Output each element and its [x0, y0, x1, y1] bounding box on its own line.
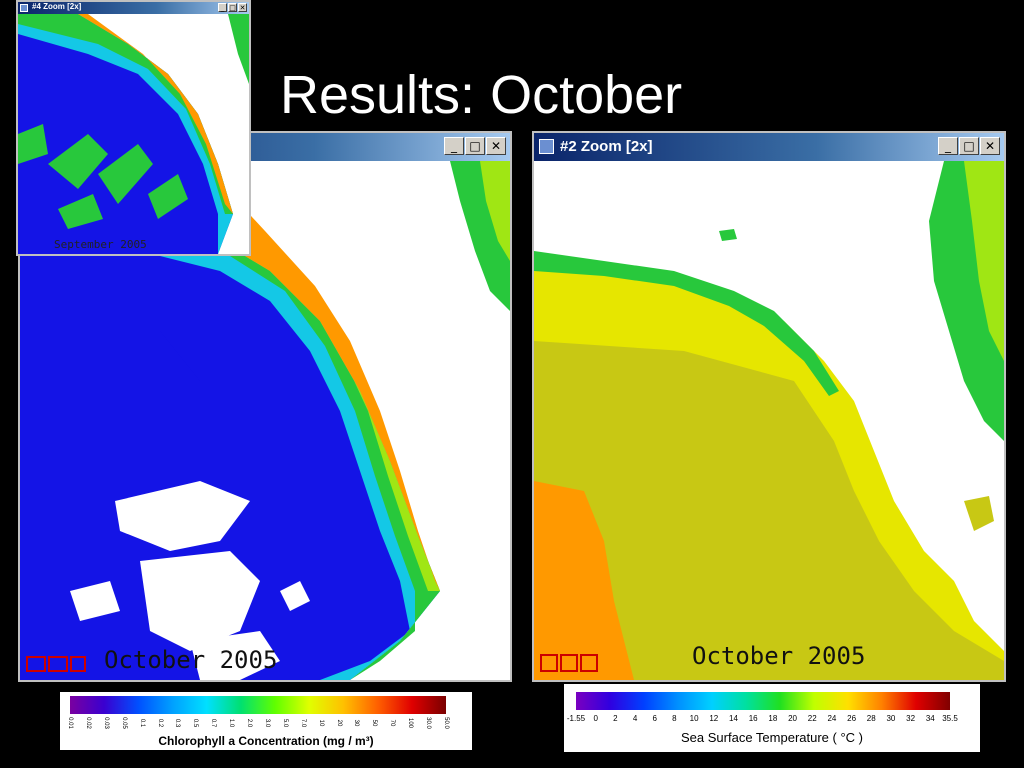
sst-map[interactable]: October 2005 [534, 161, 1004, 680]
legend-tick-label: 35.5 [942, 714, 958, 723]
crosshair-icon[interactable] [48, 656, 68, 672]
legend-tick-label: 0.5 [192, 718, 199, 728]
crosshair-icon[interactable] [560, 654, 578, 672]
legend-tick-label: 18 [768, 714, 778, 723]
legend-tick-label: 10 [689, 714, 699, 723]
legend-tick-label: 24 [827, 714, 837, 723]
legend-tick-label: 7.0 [299, 718, 306, 728]
legend-tick-label: 70 [389, 719, 396, 727]
legend-tick-label: 8 [672, 714, 677, 723]
window-app-icon [539, 139, 554, 154]
legend-tick-label: 0 [593, 714, 598, 723]
legend-tick-label: 26 [847, 714, 857, 723]
sst-legend: -1.55 0 2 4 6 8 10 12 14 16 18 20 22 24 26 28 30 32 34 35.5… [564, 684, 980, 752]
legend-tick-label: 2 [613, 714, 618, 723]
legend-tick-label: 30.0 [425, 717, 432, 729]
sst-window-title: #2 Zoom [2x] [560, 138, 653, 155]
sst-legend-caption: Sea Surface Temperature ( °C ) [681, 730, 863, 745]
legend-tick-label: 0.01 [67, 717, 73, 729]
legend-tick-label: 4 [632, 714, 638, 723]
minimize-button[interactable]: _ [444, 137, 464, 155]
maximize-button[interactable]: □ [465, 137, 485, 155]
legend-tick-label: 2.0 [246, 718, 253, 728]
inset-map-date: September 2005 [54, 238, 147, 251]
legend-tick-label: 0.03 [102, 717, 109, 729]
legend-tick-label: 0.2 [156, 718, 163, 728]
legend-tick-label: 6 [652, 714, 657, 723]
inset-map[interactable]: September 2005 [18, 14, 249, 254]
legend-tick-label: 0.1 [138, 718, 145, 728]
legend-tick-label: 22 [807, 714, 817, 723]
chlorophyll-legend: 0.01 0.02 0.03 0.05 0.1 0.2 0.3 0.5 0.7 1.0 2.0 3.0… [60, 692, 472, 750]
legend-tick-label: 16 [748, 714, 758, 723]
close-button[interactable]: ✕ [238, 3, 247, 12]
sst-colorbar [576, 692, 950, 710]
minimize-button[interactable]: _ [938, 137, 958, 155]
zoom-box-icon[interactable] [540, 654, 558, 672]
legend-tick-label: 3.0 [263, 718, 270, 728]
sst-map-image [534, 161, 1004, 680]
close-button[interactable]: ✕ [980, 137, 1000, 155]
maximize-button[interactable]: □ [228, 3, 237, 12]
sst-window[interactable]: #2 Zoom [2x] _ □ ✕ Octo [532, 131, 1006, 682]
window-app-icon [20, 4, 28, 12]
inset-window-title: #4 Zoom [2x] [32, 2, 82, 11]
square-icon[interactable] [580, 654, 598, 672]
sst-window-titlebar[interactable]: #2 Zoom [2x] _ □ ✕ [534, 133, 1004, 161]
zoom-box-icon[interactable] [26, 656, 46, 672]
legend-tick-label: 50.0 [443, 717, 449, 729]
legend-tick-label: 20 [335, 719, 342, 727]
inset-map-image [18, 14, 249, 254]
close-button[interactable]: ✕ [486, 137, 506, 155]
sst-ticks: -1.55 0 2 4 6 8 10 12 14 16 18 20 22 24 26 28 30 32 34 35.5 [564, 714, 980, 726]
chlorophyll-colorbar [70, 696, 446, 714]
maximize-button[interactable]: □ [959, 137, 979, 155]
square-icon[interactable] [70, 656, 86, 672]
legend-tick-label: 0.05 [120, 717, 127, 729]
legend-tick-label: 30 [886, 714, 896, 723]
slide-title: Results: October [280, 65, 683, 125]
legend-tick-label: 0.02 [84, 717, 91, 729]
inset-window[interactable]: #4 Zoom [2x] _ □ ✕ September 2005 [16, 0, 251, 256]
legend-tick-label: 32 [906, 714, 916, 723]
legend-tick-label: 34 [925, 714, 935, 723]
legend-tick-label: 5.0 [281, 718, 288, 728]
sst-map-date: October 2005 [692, 642, 866, 670]
legend-tick-label: 28 [866, 714, 876, 723]
legend-tick-label: 0.7 [210, 718, 217, 728]
legend-tick-label: 10 [317, 719, 324, 727]
chlorophyll-legend-caption: Chlorophyll a Concentration (mg / m³) [158, 734, 374, 748]
inset-window-titlebar[interactable]: #4 Zoom [2x] _ □ ✕ [18, 2, 249, 14]
legend-tick-label: 20 [788, 714, 797, 723]
legend-tick-label: -1.55 [566, 714, 586, 723]
legend-tick-label: 30 [353, 719, 360, 727]
legend-tick-label: 50 [371, 719, 378, 727]
legend-tick-label: 12 [709, 714, 719, 723]
chlorophyll-map-date: October 2005 [104, 646, 278, 674]
legend-tick-label: 100 [407, 717, 414, 729]
legend-tick-label: 0.3 [174, 718, 181, 728]
legend-tick-label: 1.0 [228, 718, 235, 728]
chlorophyll-ticks: 0.01 0.02 0.03 0.05 0.1 0.2 0.3 0.5 0.7 1.0 2.0 3.0… [60, 716, 472, 730]
legend-tick-label: 14 [729, 714, 738, 723]
minimize-button[interactable]: _ [218, 3, 227, 12]
